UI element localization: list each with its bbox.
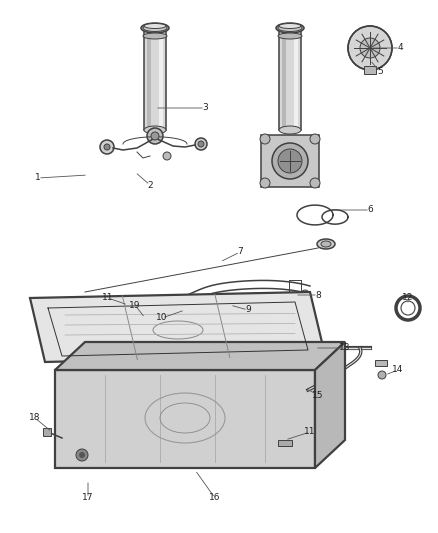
Ellipse shape <box>141 23 169 33</box>
Bar <box>159 32 163 128</box>
Circle shape <box>301 290 309 298</box>
Text: 6: 6 <box>367 206 373 214</box>
Bar <box>261 135 319 187</box>
Bar <box>364 66 376 74</box>
Circle shape <box>76 449 88 461</box>
Circle shape <box>302 391 308 397</box>
Text: 19: 19 <box>129 301 141 310</box>
Ellipse shape <box>276 23 304 33</box>
Circle shape <box>198 141 204 147</box>
Bar <box>282 32 286 128</box>
Ellipse shape <box>279 126 301 134</box>
Ellipse shape <box>143 25 167 31</box>
Circle shape <box>348 26 392 70</box>
Text: 11: 11 <box>304 427 316 437</box>
Ellipse shape <box>278 33 302 39</box>
Text: 9: 9 <box>245 305 251 314</box>
Circle shape <box>100 140 114 154</box>
Circle shape <box>303 292 307 296</box>
Circle shape <box>310 134 320 144</box>
Text: 1: 1 <box>35 174 41 182</box>
Text: 3: 3 <box>202 103 208 112</box>
Text: 14: 14 <box>392 366 404 375</box>
Bar <box>278 440 292 446</box>
Text: 5: 5 <box>377 68 383 77</box>
Bar <box>306 342 314 354</box>
Circle shape <box>378 371 386 379</box>
Bar <box>43 428 51 436</box>
Bar <box>279 30 301 130</box>
Circle shape <box>260 134 270 144</box>
Text: 8: 8 <box>315 290 321 300</box>
Ellipse shape <box>278 25 302 31</box>
Bar <box>147 32 151 128</box>
Bar <box>294 32 298 128</box>
Circle shape <box>278 149 302 173</box>
Polygon shape <box>315 342 345 468</box>
Text: 17: 17 <box>82 494 94 503</box>
Circle shape <box>272 143 308 179</box>
Circle shape <box>195 138 207 150</box>
Circle shape <box>298 387 312 401</box>
Circle shape <box>136 312 144 320</box>
Text: 13: 13 <box>339 343 351 352</box>
Text: 15: 15 <box>312 391 324 400</box>
Circle shape <box>151 132 159 140</box>
Circle shape <box>260 178 270 188</box>
Circle shape <box>124 306 132 314</box>
Text: 10: 10 <box>156 313 168 322</box>
Circle shape <box>104 144 110 150</box>
Text: 16: 16 <box>209 494 221 503</box>
Ellipse shape <box>144 126 166 134</box>
Ellipse shape <box>144 23 166 28</box>
Text: 12: 12 <box>403 294 413 303</box>
Circle shape <box>79 452 85 458</box>
Bar <box>144 30 166 130</box>
Text: 4: 4 <box>397 44 403 52</box>
Text: 2: 2 <box>147 181 153 190</box>
Polygon shape <box>30 292 325 362</box>
Circle shape <box>291 380 319 408</box>
Text: 18: 18 <box>29 414 41 423</box>
Bar <box>375 360 387 366</box>
Circle shape <box>159 317 166 324</box>
Ellipse shape <box>279 23 301 28</box>
Circle shape <box>310 178 320 188</box>
Circle shape <box>163 152 171 160</box>
Text: 7: 7 <box>237 247 243 256</box>
Circle shape <box>147 128 163 144</box>
Ellipse shape <box>143 33 167 39</box>
Circle shape <box>173 310 183 320</box>
Ellipse shape <box>317 239 335 249</box>
Polygon shape <box>55 342 345 370</box>
Text: 11: 11 <box>102 294 114 303</box>
Ellipse shape <box>321 241 331 247</box>
Polygon shape <box>55 370 315 468</box>
Circle shape <box>360 38 380 58</box>
